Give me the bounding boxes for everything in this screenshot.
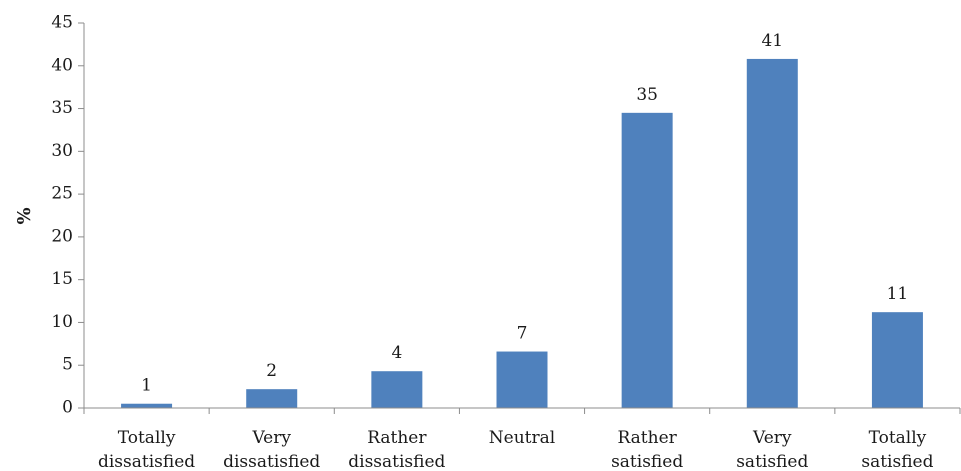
y-tick-label: 5	[62, 355, 73, 375]
y-tick-label: 25	[51, 184, 73, 204]
x-tick-label: Totally satisfied	[861, 428, 933, 471]
y-axis-title: %	[14, 207, 35, 224]
bar	[871, 312, 923, 408]
bar	[121, 403, 173, 408]
axes	[78, 22, 961, 414]
y-tick-label: 35	[51, 98, 73, 118]
x-tick-label: Rather dissatisfied	[348, 428, 445, 471]
x-tick-label: Rather satisfied	[611, 428, 683, 471]
x-tick-label: Very satisfied	[736, 428, 808, 471]
bars: 1 2 4 7 35 41 11	[121, 31, 923, 408]
data-label: 4	[391, 343, 402, 363]
x-tick-label: Totally dissatisfied	[98, 428, 195, 471]
y-tick-label: 30	[51, 141, 73, 161]
y-tick-label: 40	[51, 55, 73, 75]
data-label: 35	[636, 85, 658, 105]
bar	[371, 371, 423, 408]
x-axis-ticks: Totally dissatisfied Very dissatisfied Rathe…	[98, 428, 934, 471]
x-tick-label: Neutral	[489, 428, 555, 448]
data-label: 11	[887, 284, 909, 304]
y-axis-ticks: 0 5 10 15 20 25 30 35 40 45	[51, 13, 73, 418]
y-tick-label: 45	[51, 13, 73, 33]
data-label: 7	[517, 324, 528, 344]
bar	[246, 389, 298, 408]
x-tick-label: Very dissatisfied	[223, 428, 320, 471]
bar	[496, 351, 548, 408]
y-tick-label: 0	[62, 398, 73, 418]
y-tick-label: 15	[51, 269, 73, 289]
data-label: 2	[266, 361, 277, 381]
data-label: 1	[141, 376, 152, 396]
data-label: 41	[761, 31, 783, 51]
y-tick-label: 20	[51, 226, 73, 246]
bar	[746, 58, 798, 408]
y-tick-label: 10	[51, 312, 73, 332]
bar	[621, 112, 673, 408]
